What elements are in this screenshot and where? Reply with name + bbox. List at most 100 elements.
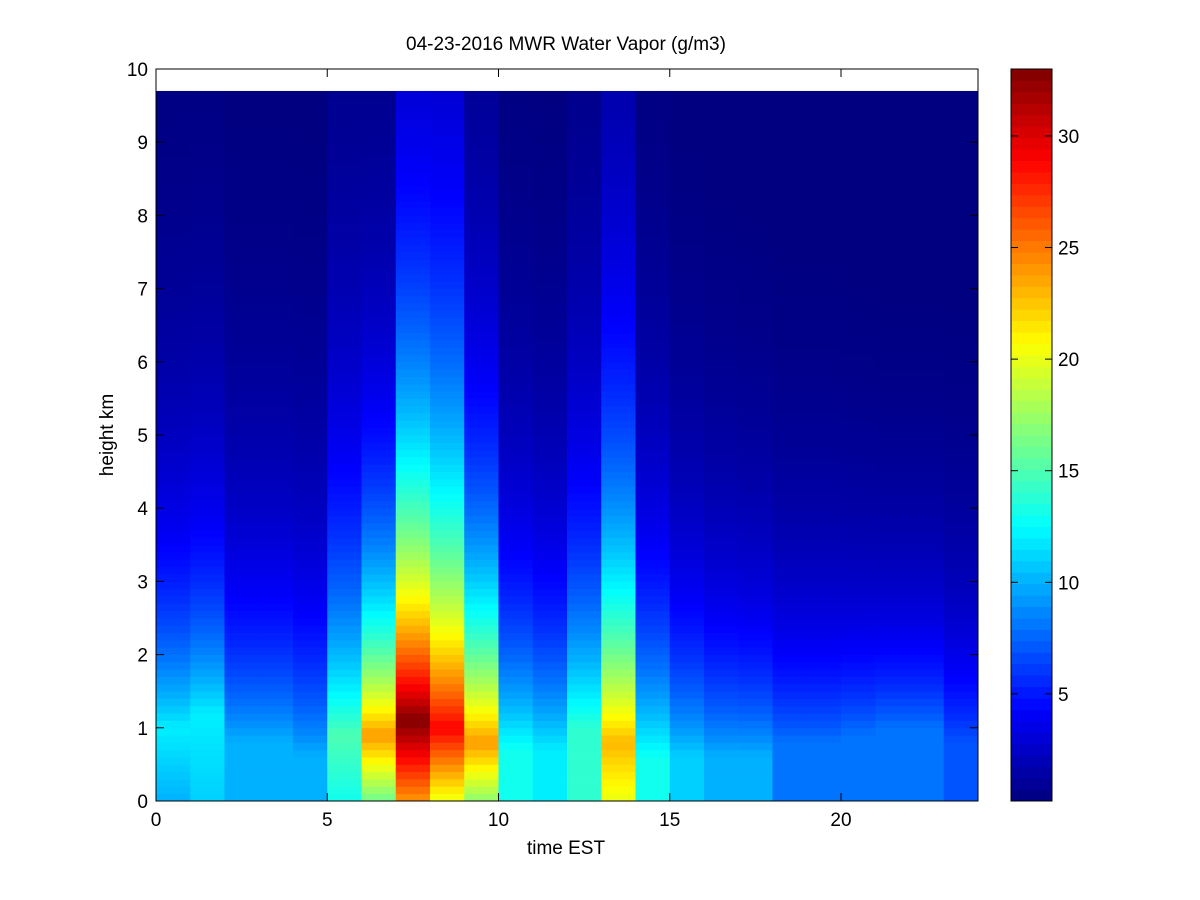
heatmap-cell [293,588,328,597]
heatmap-cell [327,361,362,370]
heatmap-cell [567,310,602,319]
heatmap-cell [704,376,739,385]
heatmap-cell [909,574,945,582]
heatmap-cell [190,654,225,663]
colorbar-swatch [1011,526,1052,539]
heatmap-cell [704,493,739,502]
heatmap-cell [258,332,294,341]
heatmap-cell [669,522,705,531]
heatmap-cell [224,288,260,297]
heatmap-cell [669,486,705,494]
heatmap-cell [532,332,568,341]
heatmap-cell [224,486,260,494]
heatmap-cell [258,435,294,443]
heatmap-cell [943,698,979,707]
heatmap-cell [361,742,397,751]
heatmap-cell [224,178,260,187]
heatmap-cell [875,603,910,612]
heatmap-cell [875,618,910,626]
heatmap-cell [567,317,602,326]
heatmap-cell [464,720,499,729]
heatmap-cell [567,456,602,465]
heatmap-cells [156,90,979,802]
heatmap-cell [532,112,568,121]
heatmap-cell [635,632,671,641]
heatmap-cell [327,134,362,143]
heatmap-cell [841,295,876,304]
colorbar-swatch [1011,274,1052,287]
heatmap-cell [156,435,191,443]
heatmap-cell [190,508,225,516]
heatmap-cell [841,120,876,128]
heatmap-cell [224,383,260,392]
colorbar-swatch [1011,309,1052,322]
colorbar-swatch [1011,652,1052,665]
heatmap-cell [498,156,534,165]
heatmap-cell [327,786,362,795]
heatmap-cell [806,171,842,180]
heatmap-cell [498,618,534,626]
heatmap-cell [156,610,191,619]
heatmap-cell [738,325,773,333]
heatmap-cell [532,669,568,677]
heatmap-cell [669,200,705,209]
heatmap-cell [943,764,979,773]
heatmap-cell [841,105,876,114]
heatmap-cell [327,683,362,692]
heatmap-cell [943,632,979,641]
heatmap-cell [943,610,979,619]
heatmap-cell [498,142,534,150]
heatmap-cell [361,771,397,780]
heatmap-cell [293,735,328,743]
heatmap-cell [327,310,362,319]
heatmap-cell [841,764,876,773]
heatmap-cell [361,749,397,758]
heatmap-cell [224,149,260,158]
heatmap-cell [498,442,534,451]
heatmap-cell [669,661,705,670]
heatmap-cell [293,273,328,282]
heatmap-cell [772,383,808,392]
heatmap-cell [567,683,602,692]
heatmap-cell [601,456,636,465]
heatmap-cell [190,149,225,158]
heatmap-cell [738,266,773,275]
heatmap-cell [258,552,294,560]
heatmap-cell [532,486,568,494]
heatmap-cell [669,325,705,333]
heatmap-cell [361,691,397,699]
heatmap-cell [498,208,534,216]
heatmap-cell [806,661,842,670]
heatmap-cell [327,252,362,260]
heatmap-cell [601,735,636,743]
heatmap-cell [498,244,534,253]
heatmap-cell [875,171,910,180]
heatmap-cell [498,193,534,202]
heatmap-cell [327,90,362,99]
heatmap-cell [738,156,773,165]
heatmap-cell [601,222,636,231]
heatmap-cell [875,369,910,377]
heatmap-cell [327,618,362,626]
x-axis-ticks: 0 5 10 15 20 [151,69,852,831]
heatmap-cell [532,208,568,216]
heatmap-cell [293,471,328,480]
heatmap-cell [806,515,842,524]
heatmap-cell [704,164,739,172]
heatmap-cell [635,705,671,714]
heatmap-cell [772,669,808,677]
heatmap-cell [841,742,876,751]
heatmap-cell [532,530,568,538]
heatmap-cell [567,464,602,472]
heatmap-cell [943,303,979,311]
heatmap-cell [669,786,705,795]
heatmap-cell [224,303,260,311]
heatmap-cell [943,230,979,238]
heatmap-cell [841,215,876,224]
heatmap-cell [601,171,636,180]
heatmap-cell [669,500,705,509]
heatmap-cell [875,149,910,158]
heatmap-cell [190,171,225,180]
heatmap-cell [601,420,636,429]
heatmap-cell [293,632,328,641]
